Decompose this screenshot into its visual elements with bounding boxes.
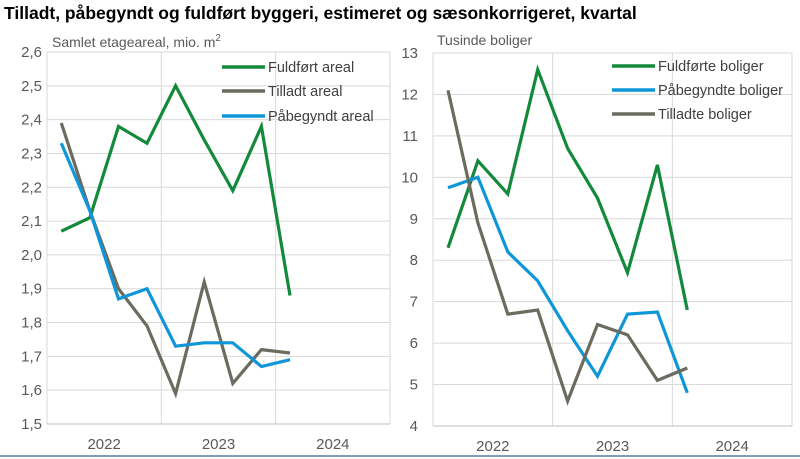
x-tick-label: 2022 [87, 436, 120, 453]
y-tick-label: 1,7 [21, 348, 42, 365]
y-axis-label: Samlet etageareal, mio. m2 [52, 33, 221, 50]
y-axis-label-text: Tusinde boliger [437, 32, 533, 48]
y-tick-label: 2,2 [21, 179, 42, 196]
y-tick-label: 1,9 [21, 281, 42, 298]
y-tick-label: 9 [410, 211, 418, 228]
legend-label: Tilladte boliger [658, 107, 752, 123]
y-tick-label: 2,1 [21, 213, 42, 230]
legend-label: Fuldført areal [268, 60, 354, 76]
y-tick-label: 2,0 [21, 247, 42, 264]
y-tick-label: 8 [410, 252, 418, 269]
legend-label: Påbegyndt areal [268, 109, 374, 125]
y-tick-label: 4 [410, 418, 418, 435]
series-line-2 [447, 175, 689, 394]
series-line-3 [446, 89, 688, 406]
y-tick-label: 13 [401, 45, 418, 62]
series-line-2 [59, 122, 291, 399]
legend-label: Påbegyndte boliger [658, 83, 783, 99]
x-tick-label: 2024 [715, 438, 748, 455]
y-tick-label: 2,4 [21, 112, 42, 129]
x-tick-label: 2022 [476, 438, 509, 455]
y-tick-label: 10 [401, 169, 418, 186]
legend-label: Tilladt areal [268, 84, 342, 100]
y-tick-label: 1,5 [21, 416, 42, 433]
y-axis-label-superscript: 2 [215, 33, 221, 44]
y-tick-label: 1,6 [21, 382, 42, 399]
chart-panel-1: 1,5 1,6 1,7 1,8 1,9 2,0 2,1 2,2 2,3 2,4 2,5 2,6 2022… [21, 33, 391, 453]
y-tick-label: 11 [402, 128, 418, 145]
y-tick-label: 7 [410, 294, 418, 311]
y-tick-label: 5 [410, 377, 418, 394]
x-tick-label: 2023 [202, 436, 235, 453]
y-tick-label: 2,3 [21, 145, 42, 162]
chart-title: Tilladt, påbegyndt og fuldført byggeri, … [4, 3, 637, 23]
x-tick-label: 2023 [596, 438, 629, 455]
legend-label: Fuldførte boliger [658, 59, 764, 75]
y-tick-label: 2,5 [21, 78, 42, 95]
y-tick-label: 2,6 [21, 44, 42, 61]
y-axis-label-text: Samlet etageareal, mio. m [52, 34, 215, 50]
bottom-divider [0, 455, 800, 457]
y-tick-label: 1,8 [21, 315, 42, 332]
y-axis-label: Tusinde boliger [437, 32, 533, 48]
chart-panel-2: 4 5 6 7 8 9 10 11 12 13 2022 2023 2024 Tusinde bolige… [401, 32, 793, 455]
x-tick-label: 2024 [316, 436, 349, 453]
y-tick-label: 6 [410, 335, 418, 352]
y-tick-label: 12 [401, 86, 418, 103]
